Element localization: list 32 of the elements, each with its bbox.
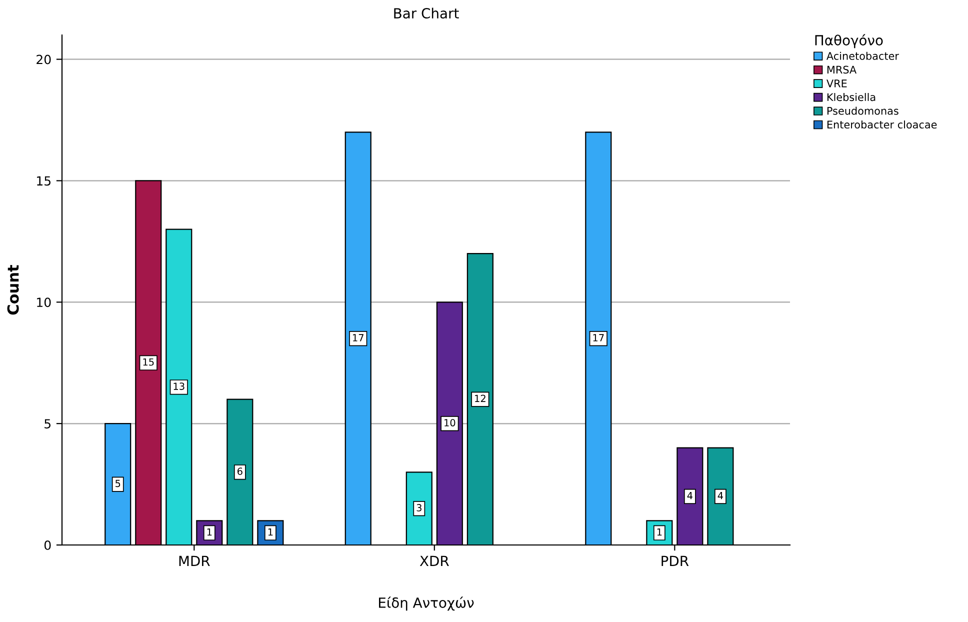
legend-label: Enterobacter cloacae [827, 120, 937, 129]
data-label: 17 [353, 334, 364, 342]
legend-label: MRSA [827, 66, 857, 74]
data-label: 5 [116, 480, 120, 488]
data-label: 6 [238, 468, 242, 475]
data-label: 3 [416, 504, 422, 512]
x-tick-label: XDR [420, 556, 449, 566]
data-label: 12 [475, 394, 486, 402]
data-label: 4 [718, 492, 723, 500]
y-axis-title: Count [7, 264, 19, 315]
data-label: 15 [143, 358, 154, 366]
x-axis-title: Είδη Αντοχών [379, 596, 474, 611]
data-label: 4 [687, 492, 692, 500]
y-tick-label: 15 [37, 176, 50, 186]
data-label: 1 [657, 528, 662, 536]
data-label: 13 [174, 382, 184, 390]
y-tick-label: 5 [44, 419, 50, 428]
legend-label: Pseudomonas [827, 106, 898, 115]
y-tick-label: 20 [36, 54, 51, 64]
legend-label: VRE [826, 80, 847, 88]
chart-title: Bar Chart [394, 8, 459, 19]
y-tick-label: 10 [37, 298, 51, 308]
data-label: 1 [207, 528, 212, 536]
data-label: 1 [268, 528, 273, 536]
x-tick-label: PDR [662, 556, 689, 566]
legend-title: Παθογόνο [815, 34, 883, 48]
legend-label: Acinetobacter [826, 52, 899, 60]
y-tick-label: 0 [44, 540, 51, 550]
x-tick-label: MDR [179, 556, 210, 566]
legend-label: Klebsiella [827, 93, 876, 102]
data-label: 17 [593, 334, 604, 342]
data-label: 10 [444, 419, 456, 426]
